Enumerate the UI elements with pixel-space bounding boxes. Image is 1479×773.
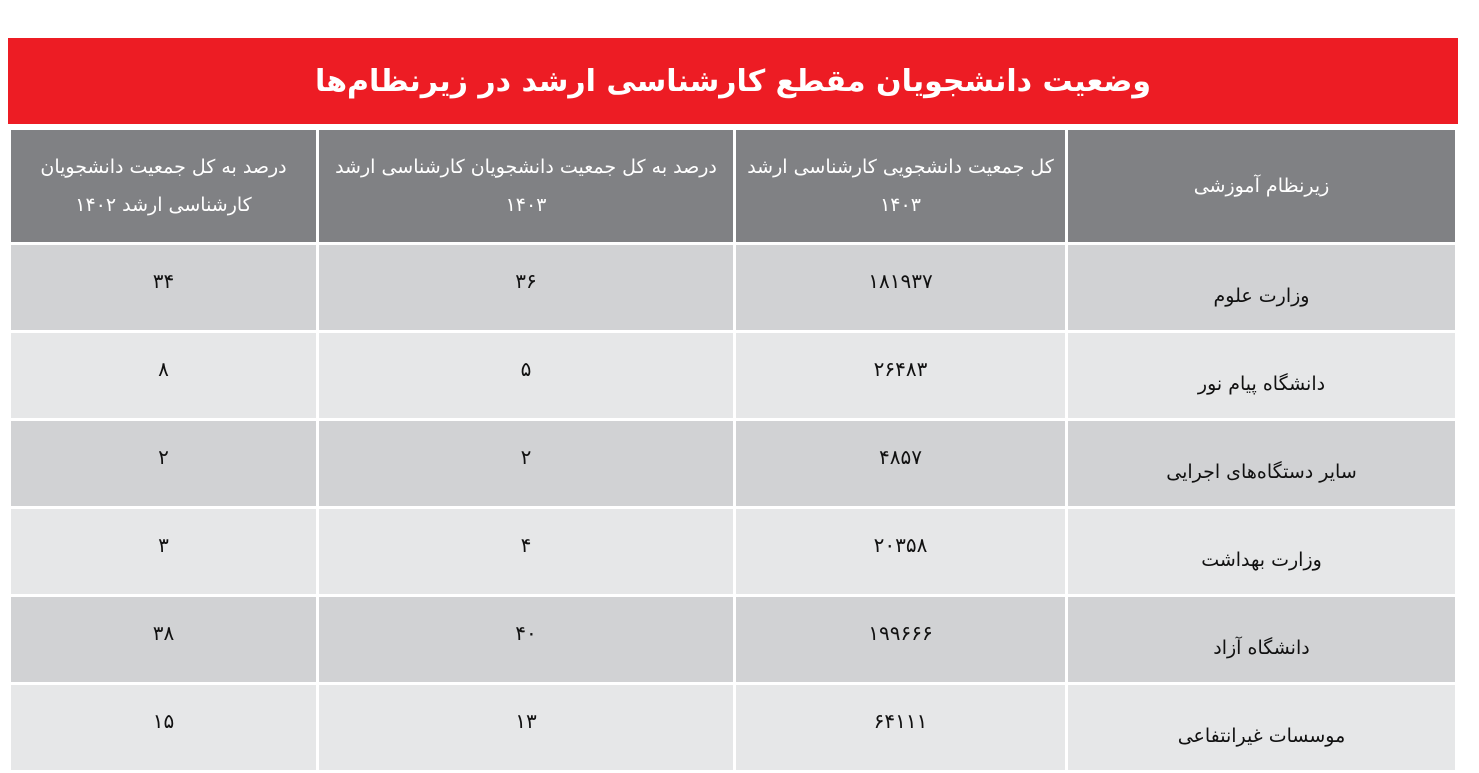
row-label: وزارت علوم bbox=[1065, 242, 1458, 333]
table-cell: ۳۴ bbox=[8, 242, 319, 333]
table-cell: ۱۹۹۶۶۶ bbox=[733, 594, 1068, 685]
row-label: دانشگاه پیام نور bbox=[1065, 330, 1458, 421]
table-cell: ۱۸۱۹۳۷ bbox=[733, 242, 1068, 333]
table-cell: ۵ bbox=[316, 330, 736, 421]
table-cell: ۲ bbox=[8, 418, 319, 509]
table-cell: ۲۶۴۸۳ bbox=[733, 330, 1068, 421]
row-label: وزارت بهداشت bbox=[1065, 506, 1458, 597]
table-cell: ۳۶ bbox=[316, 242, 736, 333]
table-cell: ۳ bbox=[8, 506, 319, 597]
row-label: موسسات غیرانتفاعی bbox=[1065, 682, 1458, 773]
table-cell: ۱۳ bbox=[316, 682, 736, 773]
table-cell: ۸ bbox=[8, 330, 319, 421]
column-header: درصد به کل جمعیت دانشجویان کارشناسی ارشد… bbox=[8, 127, 319, 245]
table-cell: ۳۸ bbox=[8, 594, 319, 685]
table-cell: ۴۸۵۷ bbox=[733, 418, 1068, 509]
table-cell: ۶۴۱۱۱ bbox=[733, 682, 1068, 773]
header-row: زیرنظام آموزشی کل جمعیت دانشجویی کارشناس… bbox=[8, 127, 1458, 245]
table-row: دانشگاه آزاد ۱۹۹۶۶۶ ۴۰ ۳۸ bbox=[8, 594, 1458, 685]
table-row: دانشگاه پیام نور ۲۶۴۸۳ ۵ ۸ bbox=[8, 330, 1458, 421]
table-cell: ۲۰۳۵۸ bbox=[733, 506, 1068, 597]
row-label: دانشگاه آزاد bbox=[1065, 594, 1458, 685]
table-row: موسسات غیرانتفاعی ۶۴۱۱۱ ۱۳ ۱۵ bbox=[8, 682, 1458, 773]
table-cell: ۲ bbox=[316, 418, 736, 509]
table-cell: ۴ bbox=[316, 506, 736, 597]
table-title: وضعیت دانشجویان مقطع کارشناسی ارشد در زی… bbox=[8, 38, 1458, 124]
column-header: زیرنظام آموزشی bbox=[1065, 127, 1458, 245]
table-row: وزارت علوم ۱۸۱۹۳۷ ۳۶ ۳۴ bbox=[8, 242, 1458, 333]
column-header: درصد به کل جمعیت دانشجویان کارشناسی ارشد… bbox=[316, 127, 736, 245]
data-table: زیرنظام آموزشی کل جمعیت دانشجویی کارشناس… bbox=[8, 127, 1458, 773]
row-label: سایر دستگاه‌های اجرایی bbox=[1065, 418, 1458, 509]
table-row: سایر دستگاه‌های اجرایی ۴۸۵۷ ۲ ۲ bbox=[8, 418, 1458, 509]
table-cell: ۱۵ bbox=[8, 682, 319, 773]
column-header: کل جمعیت دانشجویی کارشناسی ارشد ۱۴۰۳ bbox=[733, 127, 1068, 245]
table-row: وزارت بهداشت ۲۰۳۵۸ ۴ ۳ bbox=[8, 506, 1458, 597]
table-cell: ۴۰ bbox=[316, 594, 736, 685]
table-infographic: وضعیت دانشجویان مقطع کارشناسی ارشد در زی… bbox=[8, 38, 1458, 773]
